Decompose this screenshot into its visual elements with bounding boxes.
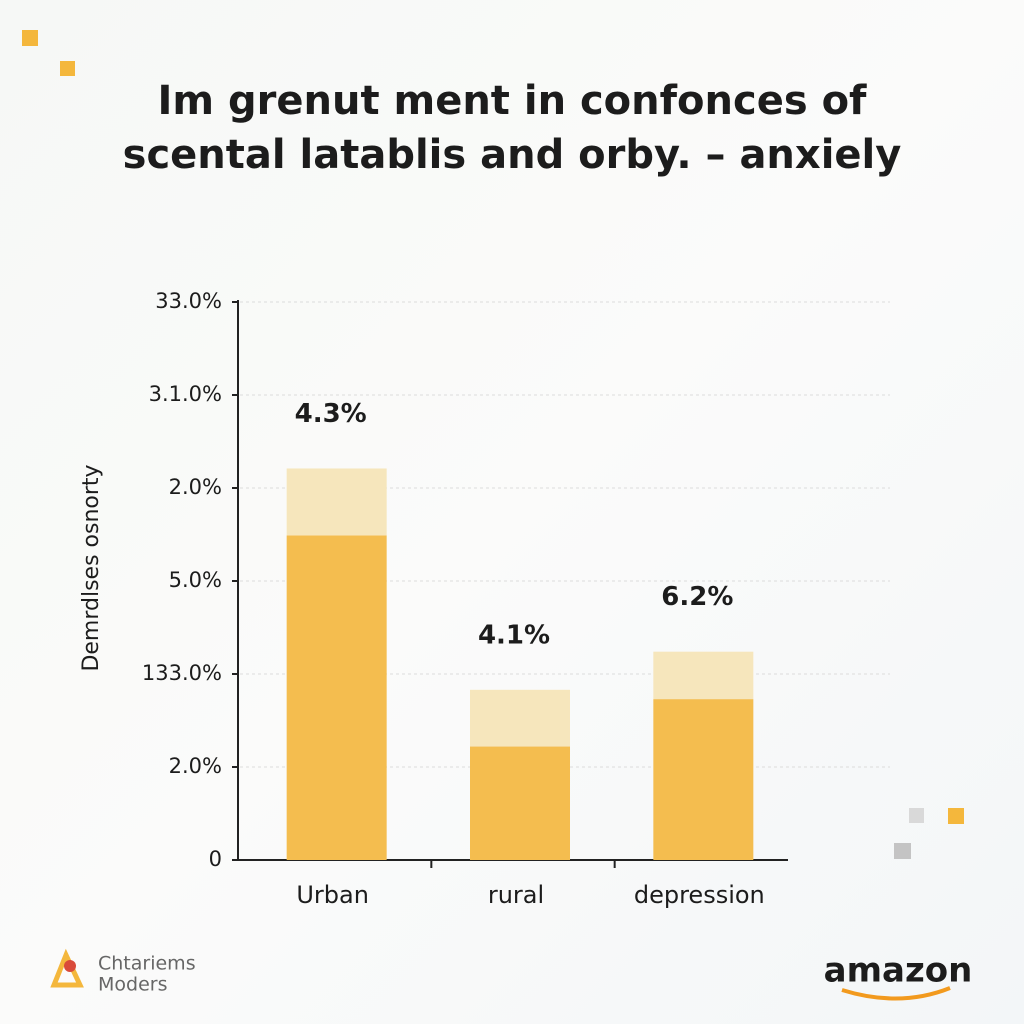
y-tick-label: 33.0% [155,289,222,313]
x-tick-label: depression [634,881,765,909]
y-tick-label: 133.0% [142,661,222,685]
y-tick-label: 5.0% [169,568,222,592]
logo-smile [841,986,951,1001]
bar-segment [286,468,387,536]
decor [60,61,75,76]
decor [909,808,924,823]
y-tick-label: 0 [209,847,222,871]
bar-segment [653,651,754,700]
decor [22,30,38,46]
y-tick-label: 2.0% [169,475,222,499]
brand-text: Moders [98,974,167,996]
bar-segment [470,689,570,747]
x-tick-label: Urban [296,881,369,909]
brand-text: Chtariems [98,953,196,975]
y-tick-label: 2.0% [169,754,222,778]
decor [894,843,911,859]
decor [948,808,964,824]
bar-segment [653,699,754,860]
annotation: 4.3% [295,399,367,429]
annotation: 4.1% [478,620,550,650]
y-axis-label: Demrdlses osnorty [79,464,104,671]
brand-icon [64,960,76,972]
chart-title: scental latablis and orby. – anxiely [123,132,902,178]
y-tick-label: 3.1.0% [149,382,222,406]
annotation: 6.2% [661,582,733,612]
bar-segment [470,746,570,860]
logo: amazon [824,951,973,991]
chart-title: Im grenut ment in confonces of [158,78,868,124]
x-tick-label: rural [488,881,544,909]
bar-segment [286,535,387,860]
